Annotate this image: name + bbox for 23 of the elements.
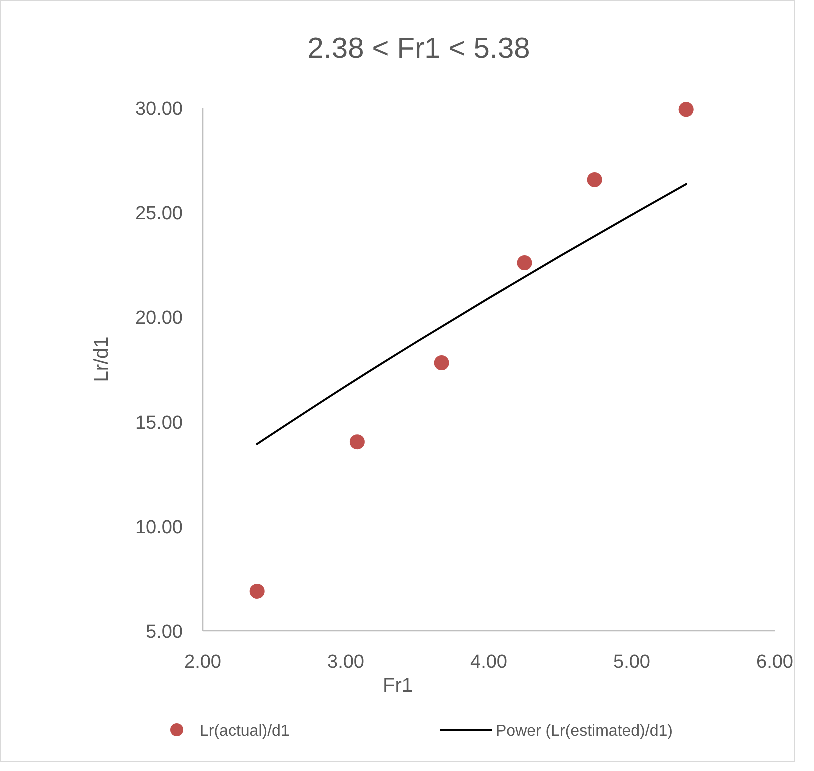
y-tick-label: 20.00	[135, 308, 183, 330]
point	[434, 356, 450, 371]
y-tick-label: 5.00	[146, 622, 183, 643]
point	[587, 172, 602, 188]
x-tick-label: 2.00	[184, 652, 222, 673]
legend-label: Power (Lr(estimated)/d1)	[496, 723, 673, 740]
x-axis-title: Fr1	[383, 675, 413, 697]
x-tick-label: 3.00	[328, 652, 364, 673]
x-tick-label: 6.00	[756, 652, 794, 673]
point	[250, 584, 265, 599]
line-series	[256, 183, 688, 446]
y-tick-label: 25.00	[135, 204, 183, 225]
x-tick-label: 5.00	[614, 652, 650, 673]
y-tick-label: 30.00	[135, 99, 183, 120]
point	[350, 434, 365, 450]
x-tick-label: 4.00	[470, 652, 508, 673]
y-tick-label: 15.00	[135, 412, 183, 434]
legend-label: Lr(actual)/d1	[200, 723, 290, 740]
y-axis-title: Lr/d1	[91, 336, 113, 382]
point	[678, 102, 694, 118]
chart-title: 2.38 < Fr1 < 5.38	[308, 33, 530, 65]
y-tick-label: 10.00	[135, 517, 183, 538]
point	[517, 256, 532, 271]
